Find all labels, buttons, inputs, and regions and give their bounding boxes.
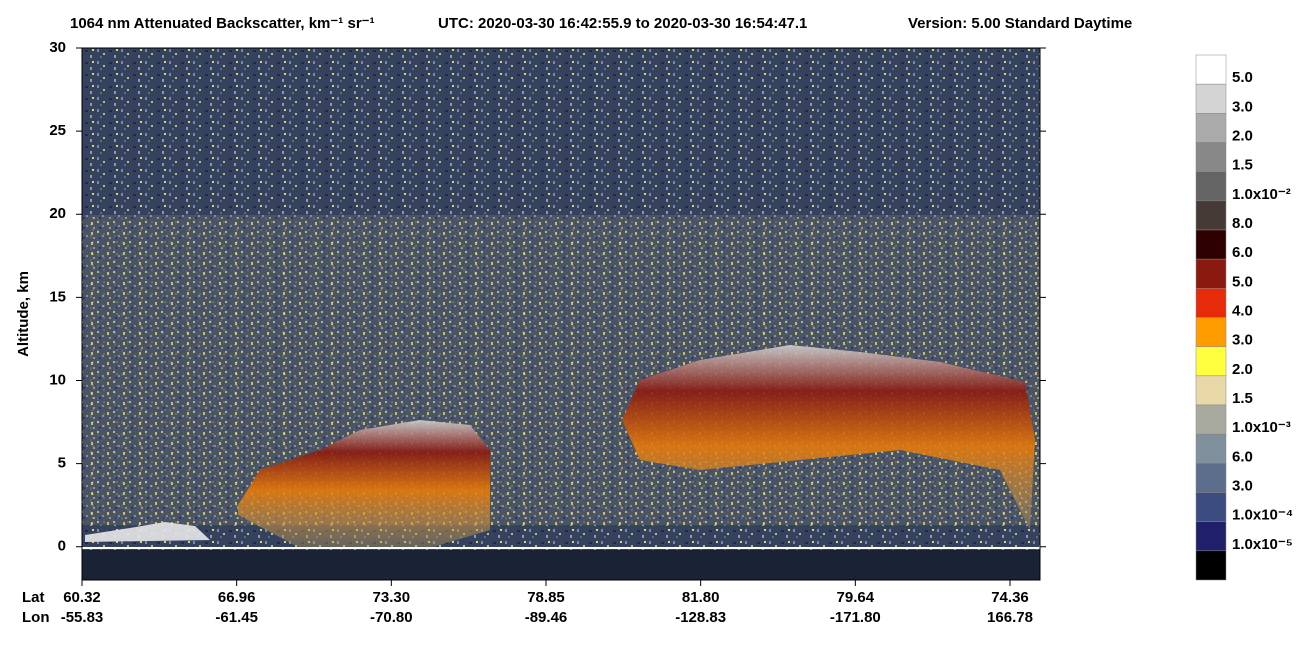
colorbar-label: 1.0x10⁻⁵ [1232, 536, 1293, 553]
lon-tick-label: -171.80 [830, 609, 881, 626]
colorbar-label: 6.0 [1232, 244, 1253, 261]
colorbar-swatch [1195, 229, 1227, 260]
lat-tick-label: 73.30 [373, 589, 411, 606]
chart-title: 1064 nm Attenuated Backscatter, km⁻¹ sr⁻… [70, 15, 375, 32]
plot-frame [81, 47, 1041, 581]
colorbar-label: 4.0 [1232, 302, 1253, 319]
colorbar-swatch [1195, 113, 1227, 143]
lat-tick-label: 81.80 [682, 589, 720, 606]
lon-tick-label: -128.83 [675, 609, 726, 626]
lat-tick-label: 78.85 [527, 589, 565, 606]
lat-tick-label: 79.64 [837, 589, 875, 606]
y-axis-label: Altitude, km [15, 271, 32, 357]
lon-tick-label: -61.45 [215, 609, 258, 626]
colorbar-label: 6.0 [1232, 448, 1253, 465]
y-tick-label: 15 [49, 288, 66, 305]
lon-tick-label: -70.80 [370, 609, 413, 626]
colorbar-swatch [1195, 346, 1227, 377]
colorbar-swatch [1195, 433, 1227, 464]
y-tick-label: 5 [58, 455, 66, 472]
colorbar-label: 3.0 [1232, 98, 1253, 115]
colorbar-swatch [1195, 142, 1227, 172]
time-range: UTC: 2020-03-30 16:42:55.9 to 2020-03-30… [438, 15, 807, 32]
surface [82, 550, 1040, 580]
lat-tick-label: 60.32 [63, 589, 101, 606]
colorbar-label: 2.0 [1232, 127, 1253, 144]
colorbar-label: 2.0 [1232, 361, 1253, 378]
lon-label: Lon [22, 609, 50, 626]
colorbar-swatch [1195, 258, 1227, 289]
colorbar-swatch [1195, 375, 1227, 406]
colorbar-swatch [1195, 83, 1227, 114]
colorbar-label: 5.0 [1232, 273, 1253, 290]
plot-area [81, 47, 1041, 581]
colorbar-swatch [1195, 317, 1227, 347]
colorbar-label: 1.0x10⁻⁴ [1232, 507, 1293, 524]
version: Version: 5.00 Standard Daytime [908, 15, 1132, 32]
colorbar-swatch [1195, 200, 1227, 231]
colorbar-label: 1.5 [1232, 157, 1253, 174]
y-tick-label: 10 [49, 371, 66, 388]
colorbar-swatch [1195, 463, 1227, 493]
cloud [85, 522, 210, 542]
y-tick-label: 30 [49, 39, 66, 56]
lon-tick-label: -55.83 [61, 609, 104, 626]
y-tick-label: 20 [49, 205, 66, 222]
lat-tick-label: 74.36 [991, 589, 1029, 606]
cloud [622, 345, 1035, 530]
colorbar-label: 3.0 [1232, 332, 1253, 349]
colorbar-swatch [1195, 171, 1227, 202]
colorbar-label: 5.0 [1232, 69, 1253, 86]
colorbar-label: 3.0 [1232, 477, 1253, 494]
lon-tick-label: 166.78 [987, 609, 1033, 626]
colorbar-swatch [1195, 492, 1227, 522]
y-tick-label: 25 [49, 122, 66, 139]
colorbar-label: 8.0 [1232, 215, 1253, 232]
colorbar-swatch [1195, 288, 1227, 318]
cloud [238, 420, 490, 548]
colorbar-swatch [1195, 550, 1227, 581]
colorbar-label: 1.0x10⁻² [1232, 186, 1291, 203]
colorbar-label: 1.0x10⁻³ [1232, 419, 1291, 436]
colorbar-swatch [1195, 54, 1227, 85]
lon-tick-label: -89.46 [525, 609, 568, 626]
lat-label: Lat [22, 589, 45, 606]
colorbar-swatch [1195, 521, 1227, 552]
y-tick-label: 0 [58, 538, 66, 555]
lat-tick-label: 66.96 [218, 589, 256, 606]
colorbar-label: 1.5 [1232, 390, 1253, 407]
colorbar-swatch [1195, 404, 1227, 435]
